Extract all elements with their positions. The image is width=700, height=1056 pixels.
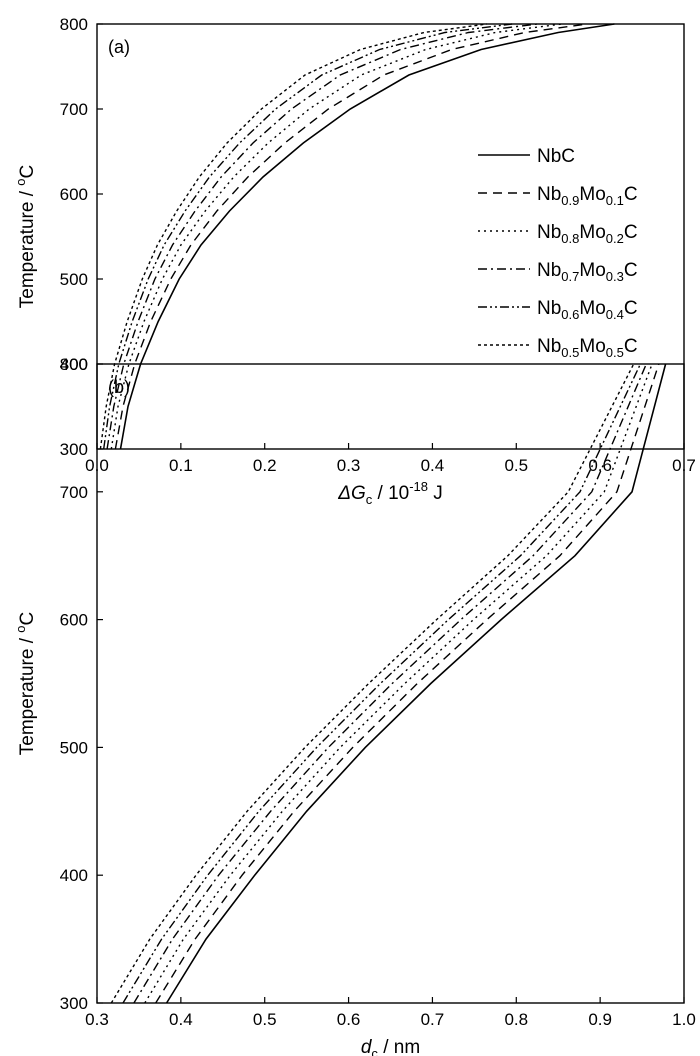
y-tick-label: 300 bbox=[60, 440, 88, 459]
y-tick-label: 800 bbox=[60, 15, 88, 34]
y-tick-label: 400 bbox=[60, 355, 88, 374]
x-tick-label: 0.4 bbox=[421, 456, 445, 475]
x-tick-label: 0.6 bbox=[337, 1010, 361, 1029]
x-tick-label: 1.0 bbox=[672, 1010, 696, 1029]
legend-label: Nb0.5Mo0.5C bbox=[537, 336, 638, 360]
legend-label: Nb0.8Mo0.2C bbox=[537, 222, 638, 246]
x-tick-label: 0.3 bbox=[85, 1010, 109, 1029]
y-tick-label: 600 bbox=[60, 611, 88, 630]
x-axis-label: ΔGc / 10-18 J bbox=[337, 479, 443, 507]
x-tick-label: 0.4 bbox=[169, 1010, 193, 1029]
series-line bbox=[165, 363, 667, 1004]
y-tick-label: 300 bbox=[60, 994, 88, 1013]
panel-label: (b) bbox=[108, 377, 130, 397]
y-tick-label: 500 bbox=[60, 270, 88, 289]
y-tick-label: 700 bbox=[60, 100, 88, 119]
chart-panel-b: 0.3 0.4 0.5 0.6 0.7 0.8 0.9 1.0 300 400 500 600 700 8… bbox=[13, 355, 696, 1056]
y-axis-label: Temperature / oC bbox=[13, 165, 38, 308]
x-tick-label: 0.2 bbox=[253, 456, 277, 475]
legend-label: NbC bbox=[537, 146, 575, 167]
x-axis-label: dc / nm bbox=[361, 1037, 420, 1056]
y-axis-label: Temperature / oC bbox=[13, 612, 38, 755]
plot-frame bbox=[96, 363, 685, 1004]
legend-label: Nb0.9Mo0.1C bbox=[537, 184, 638, 208]
legend: NbC Nb0.9Mo0.1C Nb0.8Mo0.2C Nb0.7Mo0.3C Nb0.… bbox=[478, 146, 638, 360]
y-tick-label: 500 bbox=[60, 738, 88, 757]
series-line bbox=[119, 23, 615, 450]
series-line bbox=[122, 363, 642, 1004]
x-tick-label: 0.9 bbox=[588, 1010, 612, 1029]
plot-frame bbox=[96, 23, 685, 450]
series-line bbox=[155, 363, 660, 1004]
series-line bbox=[110, 363, 635, 1004]
x-tick-label: 0.1 bbox=[169, 456, 193, 475]
x-tick-label: 0.8 bbox=[504, 1010, 528, 1029]
x-tick-label: 0.3 bbox=[337, 456, 361, 475]
series-line bbox=[133, 363, 647, 1004]
y-tick-label: 700 bbox=[60, 483, 88, 502]
x-tick-label: 0.7 bbox=[421, 1010, 445, 1029]
x-tick-label: 0.5 bbox=[504, 456, 528, 475]
legend-label: Nb0.6Mo0.4C bbox=[537, 298, 638, 322]
series-line bbox=[106, 23, 538, 450]
y-tick-label: 600 bbox=[60, 185, 88, 204]
series-line bbox=[110, 23, 563, 450]
series-line bbox=[144, 363, 653, 1004]
legend-label: Nb0.7Mo0.3C bbox=[537, 260, 638, 284]
y-tick-label: 800 bbox=[60, 355, 88, 374]
panel-label: (a) bbox=[108, 37, 130, 57]
y-tick-label: 400 bbox=[60, 866, 88, 885]
series-line bbox=[103, 23, 513, 450]
series-line bbox=[99, 23, 487, 450]
chart-panel-a: 0.0 0.1 0.2 0.3 0.4 0.5 0.6 0.73004005006007008… bbox=[13, 15, 696, 507]
series-line bbox=[114, 23, 588, 450]
x-tick-label: 0.5 bbox=[253, 1010, 277, 1029]
